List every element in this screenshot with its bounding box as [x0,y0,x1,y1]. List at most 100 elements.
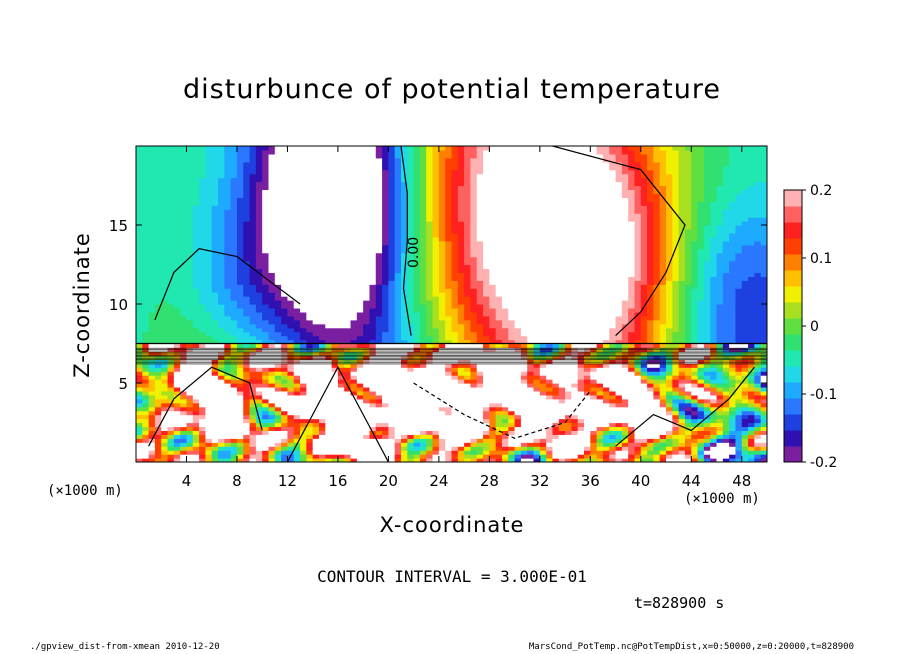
heatmap-cell [255,311,263,317]
heatmap-cell [495,232,503,238]
heatmap-cell [438,185,446,191]
heatmap-cell [344,315,352,321]
heatmap-cell [230,327,238,333]
heatmap-cell [457,390,465,396]
heatmap-cell [489,386,497,392]
heatmap-cell [363,173,371,179]
heatmap-cell [281,248,289,254]
heatmap-cell [243,217,251,222]
heatmap-cell [356,307,364,313]
heatmap-cell [382,355,389,360]
heatmap-cell [394,363,402,368]
heatmap-cell [306,323,314,329]
heatmap-cell [154,323,162,329]
heatmap-cell [489,438,497,443]
heatmap-cell [476,363,484,368]
heatmap-cell [136,426,143,431]
heatmap-cell [432,169,440,175]
heatmap-cell [527,327,535,333]
heatmap-cell [262,228,270,234]
heatmap-cell [375,315,383,321]
heatmap-cell [394,173,402,179]
heatmap-cell [300,335,307,341]
heatmap-cell [136,304,143,309]
heatmap-cell [337,406,345,412]
heatmap-cell [382,327,389,333]
heatmap-cell [211,292,219,297]
heatmap-cell [142,343,150,349]
heatmap-cell [369,161,377,167]
heatmap-cell [312,386,320,392]
heatmap-cell [445,244,453,250]
heatmap-cell [230,209,238,214]
heatmap-cell [136,383,143,388]
heatmap-cell [394,379,402,384]
heatmap-cell [483,430,490,435]
heatmap-cell [470,201,478,206]
heatmap-cell [224,264,232,270]
heatmap-cell [337,323,345,329]
heatmap-cell [520,315,528,321]
heatmap-cell [274,343,282,349]
heatmap-cell [312,426,320,431]
heatmap-cell [161,213,169,218]
heatmap-cell [331,161,339,167]
heatmap-cell [451,284,459,289]
heatmap-cell [287,252,295,258]
heatmap-cell [161,327,169,333]
heatmap-cell [142,197,150,202]
heatmap-cell [224,375,232,380]
heatmap-cell [401,244,408,250]
heatmap-cell [142,300,150,305]
heatmap-cell [520,244,528,250]
heatmap-cell [344,335,352,341]
heatmap-cell [508,264,516,270]
heatmap-cell [438,307,446,313]
heatmap-cell [180,343,188,349]
heatmap-cell [312,149,320,155]
heatmap-cell [224,379,232,384]
heatmap-cell [419,252,427,258]
heatmap-cell [438,205,446,210]
heatmap-cell [136,217,143,222]
heatmap-cell [375,394,383,400]
heatmap-cell [451,201,459,206]
heatmap-cell [413,304,421,309]
heatmap-cell [325,276,333,281]
heatmap-cell [243,406,251,412]
heatmap-cell [199,434,207,439]
heatmap-cell [186,232,194,238]
heatmap-cell [249,331,257,337]
heatmap-cell [445,225,453,230]
heatmap-cell [445,189,453,194]
heatmap-cell [142,146,150,151]
heatmap-cell [173,311,181,317]
heatmap-cell [337,146,345,151]
heatmap-cell [457,327,465,333]
heatmap-cell [445,307,453,313]
heatmap-cell [167,252,175,258]
heatmap-cell [293,446,301,451]
heatmap-cell [445,343,453,349]
heatmap-cell [287,193,295,198]
heatmap-cell [432,264,440,270]
heatmap-cell [432,256,440,262]
heatmap-cell [148,327,156,333]
heatmap-cell [407,359,415,364]
heatmap-cell [230,367,238,372]
heatmap-cell [243,438,251,443]
heatmap-cell [199,339,207,345]
heatmap-cell [293,292,301,297]
heatmap-cell [432,276,440,281]
heatmap-cell [413,153,421,159]
heatmap-cell [262,260,270,266]
heatmap-cell [325,371,333,376]
heatmap-cell [154,236,162,242]
heatmap-cell [432,300,440,305]
heatmap-cell [394,339,402,345]
heatmap-cell [520,149,528,155]
heatmap-cell [501,323,509,329]
heatmap-cell [306,442,314,447]
heatmap-cell [394,367,402,372]
heatmap-cell [136,343,143,349]
